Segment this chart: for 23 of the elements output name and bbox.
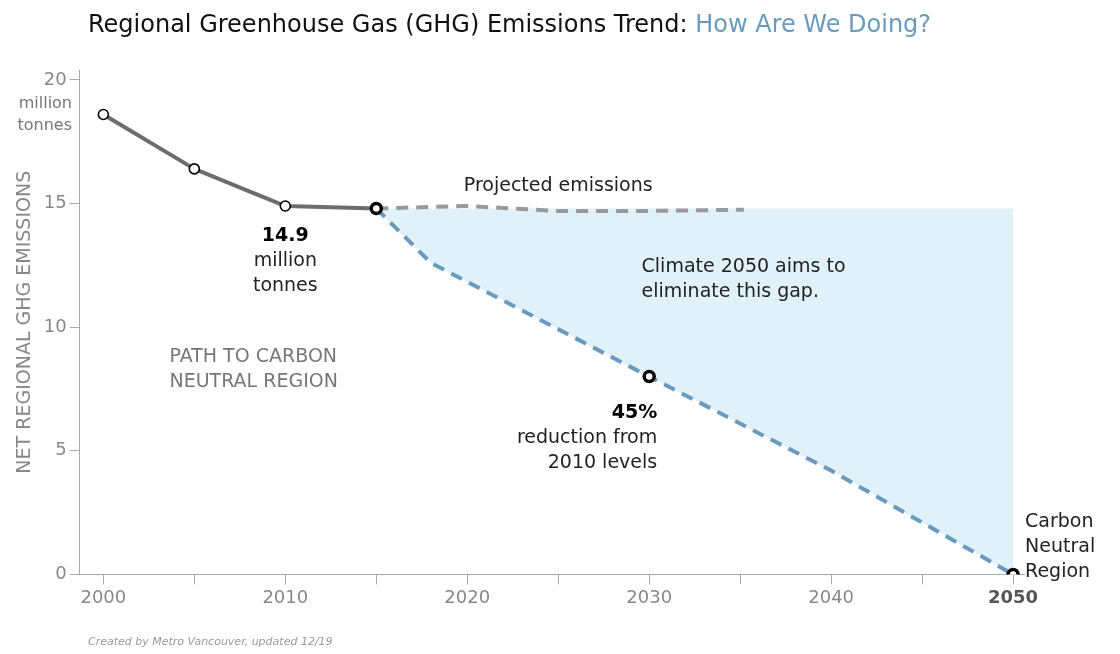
chart-subtitle: How Are We Doing? bbox=[695, 10, 932, 38]
x-tick-label: 2020 bbox=[444, 585, 491, 607]
annotation: Climate 2050 aims to eliminate this gap. bbox=[641, 253, 846, 301]
y-tick-label: 10 bbox=[43, 314, 67, 336]
x-tick-label: 2040 bbox=[808, 585, 855, 607]
y-tick-label: 0 bbox=[55, 562, 67, 584]
y-tick-label: 15 bbox=[43, 191, 67, 213]
annotation: 45% reduction from 2010 levels bbox=[516, 399, 658, 472]
text: million tonnes bbox=[17, 93, 72, 135]
annotation: 14.9 million tonnes bbox=[252, 222, 318, 295]
annotation: Carbon Neutral Region bbox=[1025, 509, 1096, 582]
y-tick-label: 5 bbox=[55, 438, 67, 460]
x-tick-label: 2030 bbox=[626, 585, 673, 607]
annotation: PATH TO CARBON NEUTRAL REGION bbox=[169, 344, 338, 392]
y-tick-label: 20 bbox=[43, 67, 67, 89]
annotation: Projected emissions bbox=[463, 172, 653, 195]
x-tick-label: 2000 bbox=[80, 585, 127, 607]
x-tick-label: 2050 bbox=[988, 585, 1039, 607]
chart-title: Regional Greenhouse Gas (GHG) Emissions Trend: bbox=[88, 10, 688, 38]
text: Created by Metro Vancouver, updated 12/19 bbox=[88, 634, 333, 648]
y-axis-title: NET REGIONAL GHG EMISSIONS bbox=[12, 170, 35, 474]
x-tick-label: 2010 bbox=[262, 585, 309, 607]
point bbox=[642, 369, 656, 384]
